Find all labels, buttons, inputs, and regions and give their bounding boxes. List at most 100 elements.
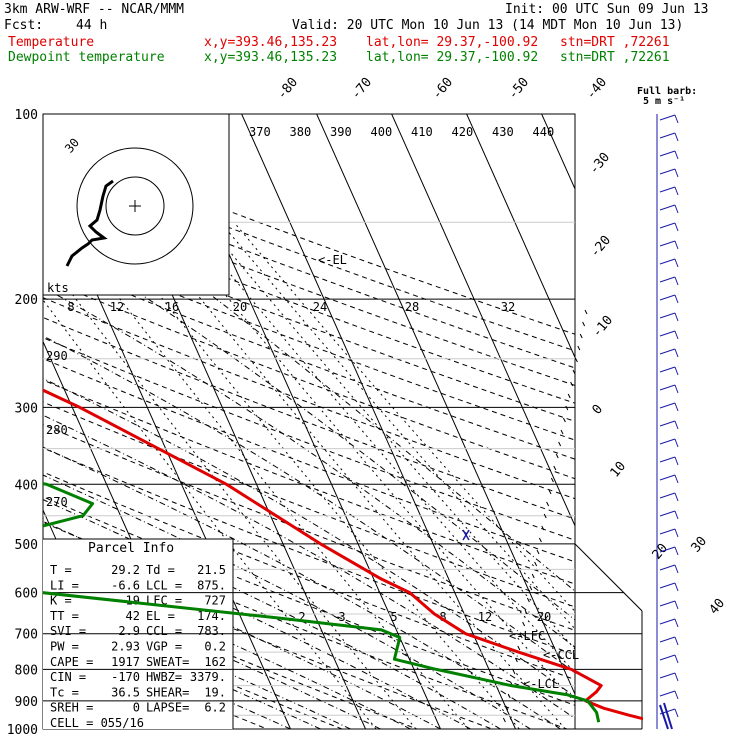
mixing-ratio-line [165, 221, 575, 703]
wind-barb-flag [674, 186, 679, 196]
parcel-row-value: 0.2 [204, 640, 226, 654]
wind-barb-flag [674, 402, 679, 412]
dotted-guide [502, 717, 506, 723]
dotted-guide [579, 333, 583, 339]
theta-label: 410 [411, 125, 433, 139]
parcel-row-value: 727 [204, 594, 226, 608]
parcel-row-label: HWBZ= [146, 670, 182, 684]
hodograph-inner-ring [105, 176, 165, 236]
dotted-guide [507, 693, 511, 699]
wind-barb-flag [674, 114, 679, 124]
mixing-ratio-label: 24 [313, 300, 327, 314]
wind-barb [659, 168, 676, 175]
wind-barb-flag [674, 546, 679, 556]
mixing-ratio-label: 28 [405, 300, 419, 314]
mixing-ratio-label: 3 [338, 610, 345, 624]
pressure-tick-label: 200 [15, 293, 38, 308]
wind-barb [659, 420, 676, 427]
parcel-row-value: 42 [126, 609, 140, 623]
parcel-row-value: 0 [133, 701, 140, 715]
dotted-guide [529, 585, 533, 591]
dotted-guide [570, 381, 574, 387]
wind-barb-flag [674, 222, 679, 232]
mixing-ratio-line [60, 221, 469, 729]
dotted-guide [574, 357, 578, 363]
mixing-ratio-label: 8 [439, 610, 446, 624]
dotted-guide [543, 513, 547, 519]
pressure-tick-label: 300 [15, 401, 38, 416]
isotherm-label: -20 [588, 233, 615, 261]
wind-barb [659, 348, 676, 355]
isotherm-label: 30 [689, 534, 711, 556]
wind-barb-flag [674, 438, 679, 448]
forecast-label: Fcst: [4, 18, 44, 33]
parcel-wind-mark [462, 529, 470, 541]
parcel-row-label: LAPSE= [146, 701, 189, 715]
wind-barb [659, 654, 676, 661]
wind-barb-flag [674, 132, 679, 142]
theta-label: 430 [492, 125, 514, 139]
dewpoint-xy: x,y=393.46,135.23 [204, 50, 338, 65]
dotted-guide [514, 657, 518, 663]
theta-left-label: 270 [46, 495, 68, 509]
mixing-ratio-label: 2 [298, 610, 305, 624]
parcel-row-value: 1917 [111, 655, 140, 669]
wind-barb-flag [674, 654, 679, 664]
pressure-tick-label: 700 [15, 628, 38, 643]
wind-key-title: Full barb: [637, 86, 697, 97]
wind-barb [659, 150, 676, 157]
mixing-ratio-line [43, 254, 417, 729]
wind-barb [659, 240, 676, 247]
isotherm-line [617, 114, 740, 729]
wind-barb [659, 330, 676, 337]
wind-barb-flag [674, 492, 679, 502]
parcel-row-value: 2.93 [111, 640, 140, 654]
parcel-row-label: PW = [50, 640, 79, 654]
init-time: Init: 00 UTC Sun 09 Jun 13 [505, 2, 709, 17]
level-annotation: <-CCL [543, 648, 579, 662]
dotted-guide [558, 441, 562, 447]
mixing-ratio-line [187, 221, 575, 674]
hodograph-outer-ring [76, 147, 194, 265]
mixing-ratio-label: 32 [501, 300, 515, 314]
slanted-border [574, 543, 643, 612]
isotherm-label: -40 [584, 75, 611, 103]
wind-barb-flag [674, 636, 679, 646]
parcel-row-label: SREH = [50, 701, 93, 715]
wind-barb-flag [674, 690, 679, 700]
wind-barb [659, 204, 676, 211]
wind-barb [659, 366, 676, 373]
wind-barb-flag [674, 474, 679, 484]
parcel-row-label: CCL = [146, 624, 182, 638]
wind-barb [659, 276, 676, 283]
valid-time: Valid: 20 UTC Mon 10 Jun 13 (14 MDT Mon … [292, 18, 684, 33]
parcel-info-box: Parcel Info T = 29.2 Td = 21.5 LI = -6.6 LCL = 8… [43, 538, 234, 730]
parcel-row-value: 2.9 [118, 624, 140, 638]
dotted-guide [519, 633, 523, 639]
dotted-guide [522, 621, 526, 627]
parcel-row-label: CIN = [50, 670, 86, 684]
dotted-guide [550, 477, 554, 483]
dewpoint-latlon: lat,lon= 29.37,-100.92 [366, 50, 539, 65]
mixing-ratio-line [205, 221, 575, 650]
parcel-row-label: EL = [146, 609, 175, 623]
surface-wind-barb [659, 702, 673, 730]
wind-barb-flag [674, 600, 679, 610]
dotted-guide [534, 561, 538, 567]
moist-adiabat-line [43, 558, 411, 729]
parcel-row-label: T = [50, 563, 72, 577]
dotted-guide [555, 453, 559, 459]
pressure-tick-label: 800 [15, 663, 38, 678]
moist-adiabat-line [43, 377, 575, 698]
moist-adiabat-line [43, 446, 561, 729]
forecast-hour: 44 h [76, 18, 108, 33]
level-annotation: <-LFC [509, 629, 545, 643]
parcel-row-label: VGP = [146, 640, 182, 654]
wind-barb-flag [674, 258, 679, 268]
parcel-info-title: Parcel Info [88, 541, 174, 556]
wind-barb [659, 402, 676, 409]
moist-adiabat-line [43, 474, 531, 729]
wind-barb-flag [674, 420, 679, 430]
mixing-ratio-label: 12 [478, 610, 492, 624]
parcel-row-value: 162 [204, 655, 226, 669]
